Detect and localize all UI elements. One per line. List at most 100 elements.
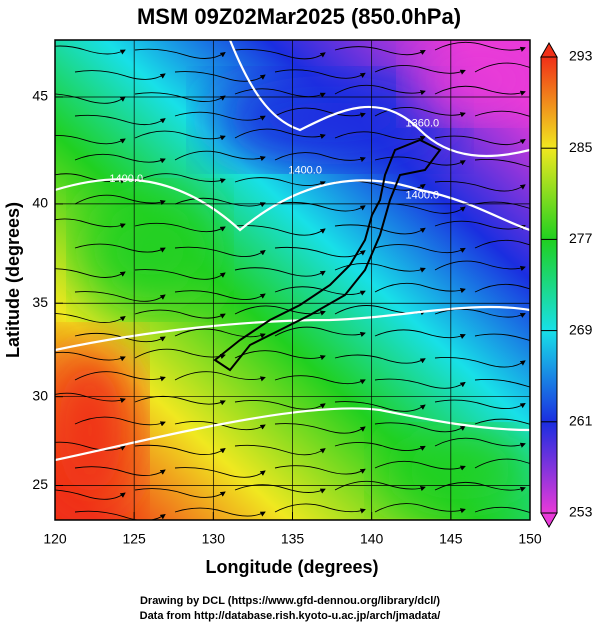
footer-source: Data from http://database.rish.kyoto-u.a… — [140, 610, 441, 622]
title: MSM 09Z02Mar2025 (850.0hPa) — [137, 4, 461, 29]
contour-line — [228, 40, 530, 158]
streamline — [474, 283, 530, 293]
streamline — [74, 466, 166, 476]
x-tick-label: 140 — [360, 531, 384, 547]
streamline — [334, 354, 426, 364]
field-blob — [410, 40, 530, 120]
colorbar-tick-label: 285 — [569, 139, 593, 155]
colorbar-tick-label: 253 — [569, 504, 593, 520]
footer-credit: Drawing by DCL (https://www.gfd-dennou.o… — [140, 595, 440, 607]
streamline — [474, 201, 530, 209]
y-tick-label: 25 — [32, 476, 48, 492]
streamline — [134, 269, 226, 280]
streamline — [74, 243, 166, 253]
streamline — [234, 128, 326, 139]
contour-line — [55, 407, 530, 462]
y-tick-label: 30 — [32, 387, 48, 403]
streamline — [374, 244, 466, 254]
streamline — [474, 379, 530, 388]
field-blob — [80, 190, 220, 310]
streamline — [274, 69, 366, 79]
streamline — [274, 375, 366, 385]
y-tick-label: 45 — [32, 88, 48, 104]
streamline — [234, 305, 326, 316]
streamline — [374, 503, 466, 514]
colorbar-tick-label: 293 — [569, 48, 593, 64]
streamline — [74, 291, 166, 302]
streamline — [174, 420, 266, 431]
streamline — [474, 333, 530, 341]
streamline — [434, 357, 526, 368]
streamline — [174, 507, 266, 517]
streamline — [334, 46, 426, 56]
streamline — [434, 181, 526, 192]
streamline — [334, 442, 426, 452]
streamline — [134, 444, 226, 455]
colorbar-tick-label: 277 — [569, 230, 593, 246]
colorbar-top-cap — [540, 41, 558, 58]
streamlines: 1400.0 1400.0 1400.0 1360.0 — [55, 40, 530, 520]
streamline — [55, 135, 126, 145]
streamline — [174, 246, 266, 257]
y-tick-label: 35 — [32, 294, 48, 310]
streamline — [55, 93, 126, 104]
streamline — [134, 48, 226, 59]
streamline — [474, 458, 530, 469]
streamline — [334, 480, 426, 492]
streamline — [174, 290, 266, 300]
streamline — [234, 350, 326, 361]
streamline — [234, 225, 326, 236]
streamline — [434, 437, 526, 448]
x-tick-label: 150 — [518, 531, 542, 547]
streamline — [174, 467, 266, 478]
streamline — [174, 150, 266, 162]
streamline — [334, 401, 426, 412]
streamline — [55, 45, 126, 55]
streamline — [55, 351, 126, 362]
x-axis-label: Longitude (degrees) — [205, 557, 378, 577]
streamline — [134, 488, 226, 498]
streamline — [374, 156, 466, 166]
x-tick-label: 125 — [122, 531, 146, 547]
streamline — [134, 173, 226, 184]
streamline — [374, 65, 466, 75]
streamline — [55, 489, 126, 500]
x-tick-label: 120 — [43, 531, 67, 547]
streamline — [74, 510, 166, 520]
colorbar-tick-label: 261 — [569, 413, 593, 429]
streamline — [74, 416, 166, 427]
y-axis-label: Latitude (degrees) — [3, 202, 23, 358]
streamline — [134, 130, 226, 141]
contour-line — [55, 305, 530, 352]
field-blob — [210, 75, 450, 165]
streamline — [134, 309, 226, 319]
streamline — [234, 88, 326, 98]
coastline — [213, 138, 442, 372]
temperature-field — [55, 40, 530, 520]
streamline — [274, 503, 366, 514]
streamline — [74, 70, 166, 80]
streamline — [234, 399, 326, 410]
streamline — [474, 418, 530, 425]
streamline — [134, 222, 226, 233]
colorbar — [540, 56, 558, 514]
contour-line — [55, 178, 530, 232]
x-tick-label: 135 — [281, 531, 305, 547]
streamline — [434, 260, 526, 271]
streamline — [274, 423, 366, 434]
streamline — [434, 85, 526, 96]
streamline — [334, 84, 426, 96]
streamline — [374, 460, 466, 471]
streamline — [434, 399, 526, 410]
streamline — [274, 286, 366, 296]
streamline — [274, 107, 366, 118]
streamline — [474, 62, 530, 73]
streamline — [234, 267, 326, 277]
streamline — [434, 220, 526, 230]
streamline — [55, 218, 126, 229]
streamline — [174, 371, 266, 382]
streamline — [174, 111, 266, 121]
field-blob — [55, 340, 140, 520]
streamline — [374, 329, 466, 339]
